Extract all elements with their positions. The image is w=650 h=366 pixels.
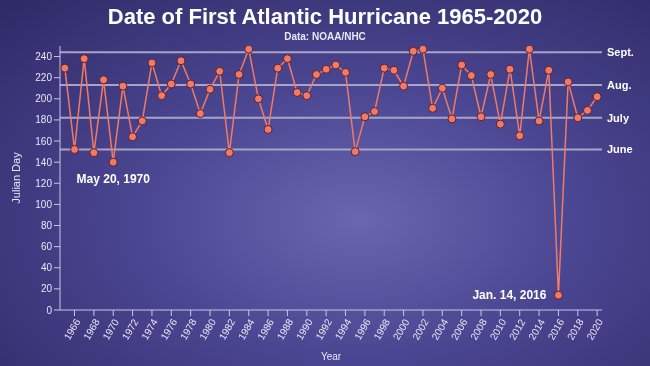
svg-text:40: 40	[41, 262, 53, 273]
svg-text:1984: 1984	[236, 317, 257, 342]
svg-text:1970: 1970	[100, 317, 121, 342]
svg-text:June: June	[607, 143, 633, 155]
svg-text:May 20, 1970: May 20, 1970	[77, 172, 151, 186]
svg-text:1990: 1990	[294, 317, 315, 342]
svg-text:1972: 1972	[120, 317, 141, 342]
svg-text:1996: 1996	[352, 317, 373, 342]
svg-text:2006: 2006	[449, 317, 470, 342]
svg-text:1968: 1968	[81, 317, 102, 342]
svg-text:100: 100	[35, 199, 52, 210]
svg-text:1998: 1998	[371, 317, 392, 342]
svg-text:120: 120	[35, 178, 52, 189]
svg-text:160: 160	[35, 136, 52, 147]
svg-text:240: 240	[35, 51, 52, 62]
svg-text:0: 0	[46, 305, 52, 316]
svg-text:2010: 2010	[488, 317, 509, 342]
svg-text:80: 80	[41, 220, 53, 231]
html-text:Date of First Atlantic Hurrica: Date of First Atlantic Hurricane 1965-20…	[107, 4, 543, 29]
svg-text:1994: 1994	[333, 317, 354, 342]
svg-text:Sept.: Sept.	[607, 46, 634, 58]
svg-text:2002: 2002	[410, 317, 431, 342]
svg-text:2016: 2016	[546, 317, 567, 342]
svg-text:60: 60	[41, 241, 53, 252]
svg-text:1966: 1966	[62, 317, 83, 342]
svg-text:1978: 1978	[178, 317, 199, 342]
svg-text:Julian Day: Julian Day	[10, 152, 22, 204]
svg-text:1976: 1976	[159, 317, 180, 342]
svg-text:1988: 1988	[275, 317, 296, 342]
svg-text:Jan. 14, 2016: Jan. 14, 2016	[472, 288, 546, 302]
svg-text:140: 140	[35, 157, 52, 168]
svg-text:2012: 2012	[507, 317, 528, 342]
svg-text:20: 20	[41, 283, 53, 294]
svg-text:2004: 2004	[430, 317, 451, 342]
svg-text:2020: 2020	[584, 317, 605, 342]
svg-text:Aug.: Aug.	[607, 79, 631, 91]
svg-text:2014: 2014	[526, 317, 547, 342]
svg-text:2018: 2018	[565, 317, 586, 342]
svg-text:1992: 1992	[313, 317, 334, 342]
svg-text:July: July	[607, 112, 630, 124]
svg-text:2000: 2000	[391, 317, 412, 342]
svg-text:180: 180	[35, 114, 52, 125]
svg-text:1974: 1974	[139, 317, 160, 342]
svg-text:2008: 2008	[468, 317, 489, 342]
svg-text:220: 220	[35, 72, 52, 83]
html-text:Data: NOAA/NHC: Data: NOAA/NHC	[284, 31, 366, 42]
svg-text:Year: Year	[321, 351, 342, 362]
svg-text:1982: 1982	[217, 317, 238, 342]
svg-text:200: 200	[35, 93, 52, 104]
svg-text:1986: 1986	[255, 317, 276, 342]
svg-text:1980: 1980	[197, 317, 218, 342]
